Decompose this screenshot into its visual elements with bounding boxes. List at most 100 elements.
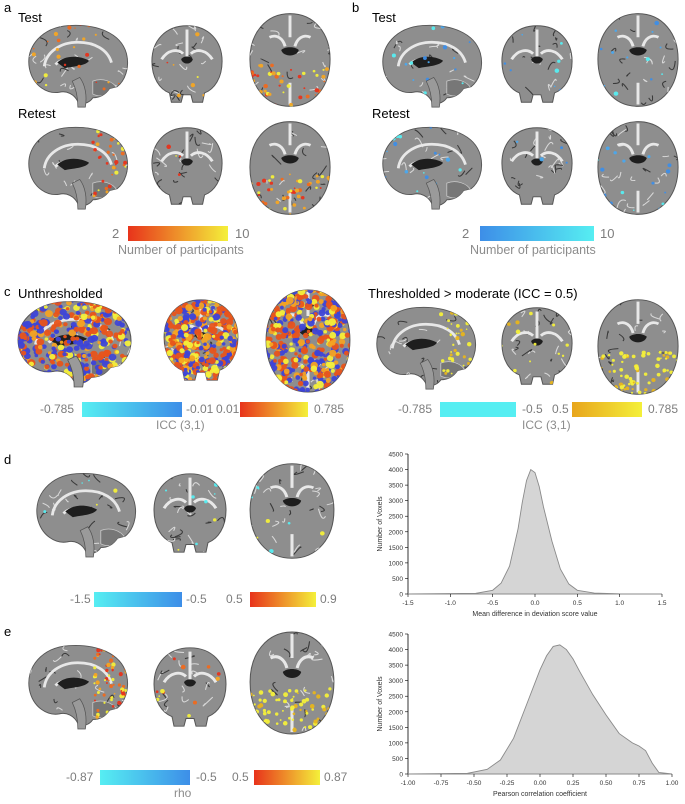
panel-b-retest-axial-brain [594,118,682,218]
panel-c-right-warm-colorbar [572,402,642,417]
panel-a-letter: a [4,0,12,15]
panel-c-letter: c [4,284,11,299]
panel-e-hist-area-series [407,644,673,775]
panel-e-tick-2: -0.5 [196,770,217,784]
panel-a-cbar-label: Number of participants [118,243,244,257]
panel-e-hist-x-tick-label: -0.75 [434,780,449,787]
panel-c-left-cbar-label: ICC (3,1) [156,418,205,432]
panel-d-hist-y-tick-label: 4000 [389,467,404,474]
panel-c-left-title: Unthresholded [18,286,103,301]
panel-e-hist-y-tick-label: 4500 [389,632,404,639]
panel-e-hist-y-tick-label: 2500 [389,694,404,701]
panel-d-sagittal-brain [28,468,140,558]
panel-d-cool-colorbar [94,592,182,607]
panel-e-hist-y-tick-label: 500 [392,756,403,763]
panel-d-hist-y-tick-label: 1000 [389,560,404,567]
panel-e-hist-x-tick-label: -0.50 [467,780,482,787]
panel-c-unthresholded-coronal-brain [160,296,242,384]
panel-a-test-sagittal-brain [20,20,132,108]
panel-e-hist-x-tick-label: 0.75 [633,780,646,787]
panel-e-cool-colorbar [100,770,190,785]
panel-d-axial-brain [246,460,338,562]
panel-c-unthresholded-axial-brain [262,286,354,396]
panel-e-hist-x-tick-label: 0.50 [600,780,613,787]
panel-b-cbar-max: 10 [600,226,615,241]
panel-d-hist-x-tick-label: -1.0 [445,600,457,607]
panel-d-hist-y-tick-label: 3000 [389,498,404,505]
panel-d-hist-x-tick-label: 0.5 [573,600,582,607]
panel-e-warm-colorbar [254,770,320,785]
panel-c-thresholded-sagittal-brain [368,302,480,390]
panel-e-hist-y-tick-label: 4000 [389,647,404,654]
panel-e-histogram: 0 500 1000 1500 2000 2500 3000 3500 4000 4500 -1.0… [377,632,679,799]
panel-c-right-tick-4: 0.785 [648,402,679,416]
panel-e-hist-y-tick-label: 2000 [389,709,404,716]
panel-e-hist-x-tick-label: -0.25 [500,780,515,787]
panel-e-hist-x-tick-label: -1.00 [401,780,416,787]
panel-b-cbar-min: 2 [462,226,470,241]
panel-a-cbar-min: 2 [112,226,120,241]
panel-c-right-tick-2: -0.5 [522,402,543,416]
panel-a-test-label: Test [18,10,42,25]
panel-c-right-tick-1: -0.785 [398,402,433,416]
panel-d-tick-3: 0.5 [226,592,243,606]
panel-e-hist-x-tick-label: 0.25 [567,780,580,787]
panel-a-test-axial-brain [246,10,334,110]
panel-d-hist-x-tick-label: -1.5 [402,600,414,607]
panel-e-tick-4: 0.87 [324,770,348,784]
panel-c-right-cool-colorbar [440,402,516,417]
panel-e-sagittal-brain [20,640,132,730]
panel-c-thresholded-coronal-brain [498,304,576,388]
panel-d-hist-x-tick-label: 1.0 [615,600,624,607]
panel-b-letter: b [352,0,360,15]
panel-c-left-tick-4: 0.785 [314,402,345,416]
panel-a-colorbar [128,226,228,241]
panel-e-hist-x-axis-label: Pearson correlation coefficient [493,791,587,798]
panel-d-histogram: 0 500 1000 1500 2000 2500 3000 3500 4000 4500 -1.5… [377,452,667,619]
panel-a-retest-coronal-brain [148,124,226,208]
panel-a-retest-sagittal-brain [20,122,132,210]
panel-d-tick-4: 0.9 [320,592,337,606]
panel-c-left-tick-1: -0.785 [40,402,75,416]
panel-d-tick-2: -0.5 [186,592,207,606]
panel-a-retest-axial-brain [246,118,334,218]
panel-d-hist-y-tick-label: 2500 [389,514,404,521]
panel-b-retest-label: Retest [372,106,410,121]
panel-c-right-title: Thresholded > moderate (ICC = 0.5) [368,286,578,301]
panel-e-hist-y-axis-label: Number of Voxels [377,676,384,732]
panel-e-coronal-brain [150,644,230,730]
panel-d-hist-y-tick-label: 4500 [389,452,404,459]
panel-d-letter: d [4,452,12,467]
panel-e-hist-y-tick-label: 3500 [389,663,404,670]
panel-d-hist-x-tick-label: -0.5 [487,600,499,607]
panel-e-axial-brain [246,628,338,738]
panel-d-hist-x-tick-label: 0.0 [530,600,539,607]
panel-e-tick-1: -0.87 [66,770,94,784]
panel-c-left-cool-colorbar [82,402,182,417]
panel-b-test-sagittal-brain [374,20,486,108]
panel-e-cbar-label: rho [174,786,192,800]
panel-b-colorbar [480,226,594,241]
panel-e-hist-y-tick-label: 1500 [389,725,404,732]
panel-d-hist-area-series [407,468,663,595]
panel-d-hist-x-tick-label: 1.5 [657,600,666,607]
panel-e-hist-y-tick-label: 1000 [389,740,404,747]
panel-a-test-coronal-brain [148,22,226,106]
panel-a-retest-label: Retest [18,106,56,121]
panel-d-hist-y-tick-label: 2000 [389,529,404,536]
panel-d-hist-y-tick-label: 3500 [389,483,404,490]
panel-d-warm-colorbar [250,592,316,607]
panel-e-letter: e [4,624,12,639]
panel-e-tick-3: 0.5 [232,770,249,784]
panel-e-hist-x-tick-label: 1.00 [666,780,679,787]
panel-c-right-tick-3: 0.5 [552,402,569,416]
panel-e-hist-y-tick-label: 0 [399,772,403,779]
panel-c-thresholded-axial-brain [594,296,682,398]
panel-c-right-cbar-label: ICC (3,1) [522,418,571,432]
panel-a-cbar-max: 10 [235,226,250,241]
panel-d-hist-y-tick-label: 500 [392,576,403,583]
panel-d-hist-x-axis-label: Mean difference in deviation score value [472,611,597,618]
panel-d-hist-y-axis-label: Number of Voxels [377,496,384,552]
panel-b-test-axial-brain [594,10,682,110]
